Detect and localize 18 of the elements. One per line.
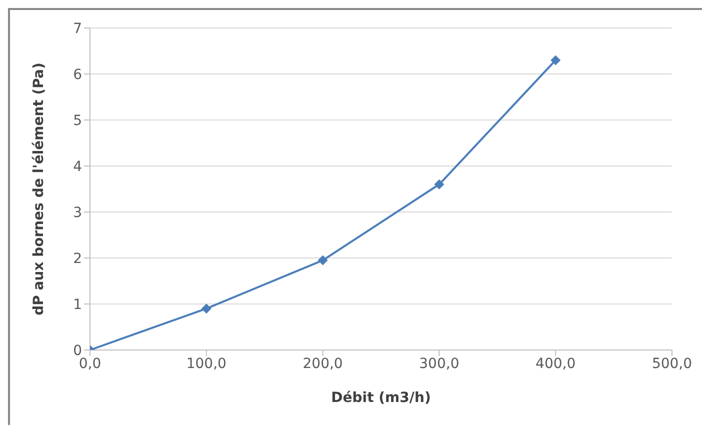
y-axis-title: dP aux bornes de l'élément (Pa) [30,62,47,316]
y-tick-label: 1 [73,296,82,313]
x-tick-label: 300,0 [419,356,460,372]
point [318,255,328,266]
y-tick-label: 7 [73,20,82,37]
y-tick-label: 4 [73,158,82,175]
point [434,179,444,190]
y-tick-label: 6 [73,66,82,83]
y-tick-label: 5 [73,112,82,129]
point [550,55,561,66]
x-tick-label: 200,0 [302,356,343,372]
y-tick-label: 2 [73,250,82,267]
x-tick-label: 100,0 [186,356,226,372]
x-axis-title: Débit (m3/h) [331,390,431,406]
y-tick-label: 3 [73,204,82,221]
x-tick-label: 500,0 [652,356,692,372]
point [201,304,212,314]
x-tick-label: 400,0 [536,356,576,372]
